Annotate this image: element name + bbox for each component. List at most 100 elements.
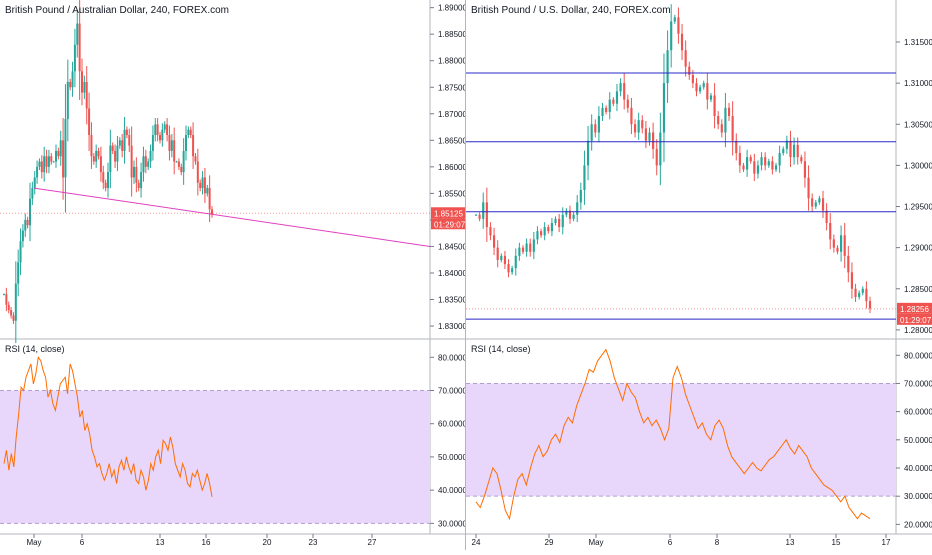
candle xyxy=(3,294,5,296)
candle xyxy=(688,66,691,75)
candle xyxy=(594,124,597,133)
candle xyxy=(782,148,785,154)
candle xyxy=(868,301,872,309)
rsi-y-tick-label: 50.0000 xyxy=(904,436,932,445)
candle xyxy=(550,222,553,232)
candle xyxy=(576,202,579,215)
candle xyxy=(118,140,121,146)
candle xyxy=(97,150,100,157)
gbpusd-chart-svg[interactable]: 1.31500 1.31000 1.30500 1.30000 1.29500 1.290… xyxy=(466,0,932,550)
candle xyxy=(196,161,199,183)
candle xyxy=(163,124,166,130)
candle xyxy=(81,71,83,93)
x-tick-label: 17 xyxy=(882,538,891,547)
candle xyxy=(811,198,814,207)
candle xyxy=(208,188,211,210)
candle xyxy=(489,227,492,236)
gbpaud-chart-svg[interactable]: 1.89000 1.88500 1.88000 1.87500 1.87000 1.865… xyxy=(0,0,467,550)
candle xyxy=(850,272,854,289)
candle xyxy=(746,157,749,170)
candle xyxy=(753,161,756,174)
candle xyxy=(109,145,112,173)
candle xyxy=(854,288,857,297)
candle xyxy=(662,83,666,133)
candle xyxy=(800,157,803,162)
candle xyxy=(778,153,781,166)
candle xyxy=(691,74,694,84)
candle xyxy=(514,255,517,269)
candle xyxy=(785,140,788,149)
candle xyxy=(847,255,850,273)
price-badge xyxy=(431,207,466,219)
candle xyxy=(601,107,604,117)
candle xyxy=(19,241,22,263)
x-tick-label: 13 xyxy=(156,538,165,547)
price-badge xyxy=(897,302,932,314)
candle xyxy=(529,243,532,252)
rsi-y-tick-label: 70.0000 xyxy=(438,387,466,396)
rsi-y-tick-label: 40.0000 xyxy=(438,486,466,495)
candle xyxy=(137,182,140,189)
candle xyxy=(507,264,510,273)
y-tick-label: 1.30500 xyxy=(904,120,932,129)
candle xyxy=(38,161,41,167)
candle xyxy=(173,140,176,162)
gbpaud-chart-panel[interactable]: 1.89000 1.88500 1.88000 1.87500 1.87000 1.865… xyxy=(0,0,467,550)
y-tick-label: 1.28000 xyxy=(904,326,932,335)
x-tick-label: 6 xyxy=(80,538,85,547)
candle xyxy=(677,17,680,34)
candle xyxy=(492,235,496,248)
x-tick-label: 8 xyxy=(715,538,720,547)
candle xyxy=(731,116,734,141)
rsi-y-tick-label: 80.0000 xyxy=(438,353,466,362)
candle xyxy=(565,210,568,215)
candle xyxy=(709,95,713,100)
y-tick-label: 1.31000 xyxy=(904,79,932,88)
y-tick-label: 1.87500 xyxy=(438,83,466,92)
y-tick-label: 1.89000 xyxy=(438,4,466,13)
timer-badge xyxy=(431,218,466,230)
rsi-y-tick-label: 20.0000 xyxy=(904,520,932,529)
candle xyxy=(818,198,821,203)
candle xyxy=(474,214,478,216)
candle xyxy=(536,231,539,240)
candle xyxy=(554,218,557,223)
candle xyxy=(764,157,767,166)
candle xyxy=(192,135,195,157)
candle xyxy=(825,210,828,223)
y-tick-label: 1.84000 xyxy=(438,269,466,278)
candle xyxy=(149,150,152,162)
candle xyxy=(170,140,173,151)
candle xyxy=(829,222,832,240)
rsi-y-tick-label: 80.0000 xyxy=(904,351,932,360)
candle xyxy=(558,218,561,228)
candle xyxy=(168,135,171,151)
candle xyxy=(742,165,745,170)
candle xyxy=(211,209,213,215)
candle xyxy=(69,81,72,88)
candle xyxy=(865,288,868,302)
candle xyxy=(717,116,720,125)
candle xyxy=(21,230,24,242)
candle xyxy=(482,202,485,219)
candle xyxy=(26,219,29,226)
candle xyxy=(123,129,126,151)
candle xyxy=(90,135,93,157)
pane-divider[interactable] xyxy=(465,0,466,550)
gbpusd-chart-panel[interactable]: 1.31500 1.31000 1.30500 1.30000 1.29500 1.290… xyxy=(466,0,932,550)
candle xyxy=(92,156,95,162)
candle xyxy=(605,107,608,112)
candle xyxy=(843,235,846,256)
candle xyxy=(695,83,698,92)
candle xyxy=(590,124,593,141)
x-tick-label: 23 xyxy=(309,538,318,547)
candle xyxy=(659,132,662,166)
candle xyxy=(159,135,161,141)
candle xyxy=(40,161,43,173)
candle xyxy=(140,172,143,189)
y-tick-label: 1.88000 xyxy=(438,57,466,66)
candle xyxy=(821,198,825,211)
candle xyxy=(836,247,839,252)
rsi-line xyxy=(3,356,213,497)
candle xyxy=(52,161,55,163)
